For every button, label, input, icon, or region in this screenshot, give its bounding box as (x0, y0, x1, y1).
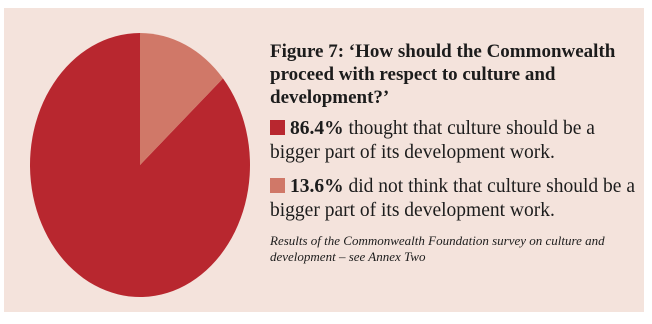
legend-swatch-yes (270, 120, 285, 135)
figure-text-column: Figure 7: ‘How should the Commonwealth p… (270, 40, 640, 265)
pie-slice-yes (29, 33, 251, 298)
legend-text-yes: thought that culture should be a bigger … (270, 118, 595, 163)
figure-caption: Results of the Commonwealth Foundation s… (270, 233, 605, 264)
legend-percent-yes: 86.4% (290, 118, 344, 139)
figure-title: Figure 7: ‘How should the Commonwealth p… (270, 41, 616, 108)
legend-item-no: 13.6% did not think that culture should … (270, 175, 640, 223)
legend-percent-no: 13.6% (290, 176, 344, 197)
pie-slice-no (140, 33, 223, 165)
figure-panel: Figure 7: ‘How should the Commonwealth p… (4, 8, 644, 312)
legend-item-yes: 86.4% thought that culture should be a b… (270, 117, 640, 165)
pie-chart (29, 33, 251, 298)
legend-text-no: did not think that culture should be a b… (270, 176, 635, 221)
legend-swatch-no (270, 178, 285, 193)
